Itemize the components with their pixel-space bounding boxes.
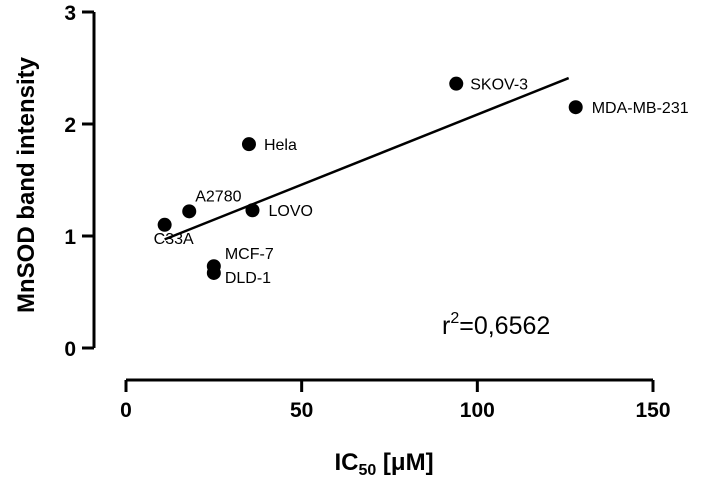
- point-label: LOVO: [268, 203, 312, 220]
- point-label: DLD-1: [225, 270, 271, 287]
- x-axis: 0 50 100 150: [120, 378, 671, 422]
- data-point: [568, 100, 583, 115]
- x-tick-label: 50: [290, 399, 313, 422]
- data-point: [449, 76, 464, 91]
- regression-line: [164, 76, 570, 241]
- data-points: C33A A2780 MCF-7 DLD-1 Hela LOVO SKOV-3 MDA-MB-…: [154, 76, 689, 287]
- point-label: A2780: [195, 188, 241, 205]
- data-point: [245, 203, 260, 218]
- point-label: MDA-MB-231: [592, 100, 689, 117]
- point-label: C33A: [154, 231, 194, 248]
- x-axis-title-units: [μM]: [376, 449, 433, 476]
- data-point: [241, 137, 256, 152]
- y-tick-label: 2: [64, 114, 76, 137]
- point-label: SKOV-3: [470, 77, 528, 94]
- data-point: [182, 204, 197, 219]
- y-axis-title: MnSOD band intensity: [13, 56, 40, 313]
- y-tick-label: 3: [64, 2, 76, 25]
- y-axis: 0 1 2 3: [64, 2, 96, 361]
- data-point: [157, 217, 172, 232]
- y-tick-label: 1: [64, 226, 76, 249]
- point-label: Hela: [264, 137, 297, 154]
- x-tick-label: 100: [460, 399, 495, 422]
- x-tick-label: 150: [635, 399, 670, 422]
- x-axis-title-main: IC: [334, 449, 358, 476]
- r-squared-value: =0,6562: [459, 312, 550, 340]
- r-squared-annotation: r2=0,6562: [442, 310, 550, 340]
- data-point: [206, 265, 221, 280]
- x-axis-title: IC50 [μM]: [334, 449, 433, 479]
- point-label: MCF-7: [225, 246, 274, 263]
- r-squared-base: r: [442, 312, 450, 340]
- x-tick-label: 0: [120, 399, 132, 422]
- x-axis-title-subscript: 50: [358, 462, 376, 479]
- y-tick-label: 0: [64, 338, 76, 361]
- r-squared-superscript: 2: [450, 310, 459, 327]
